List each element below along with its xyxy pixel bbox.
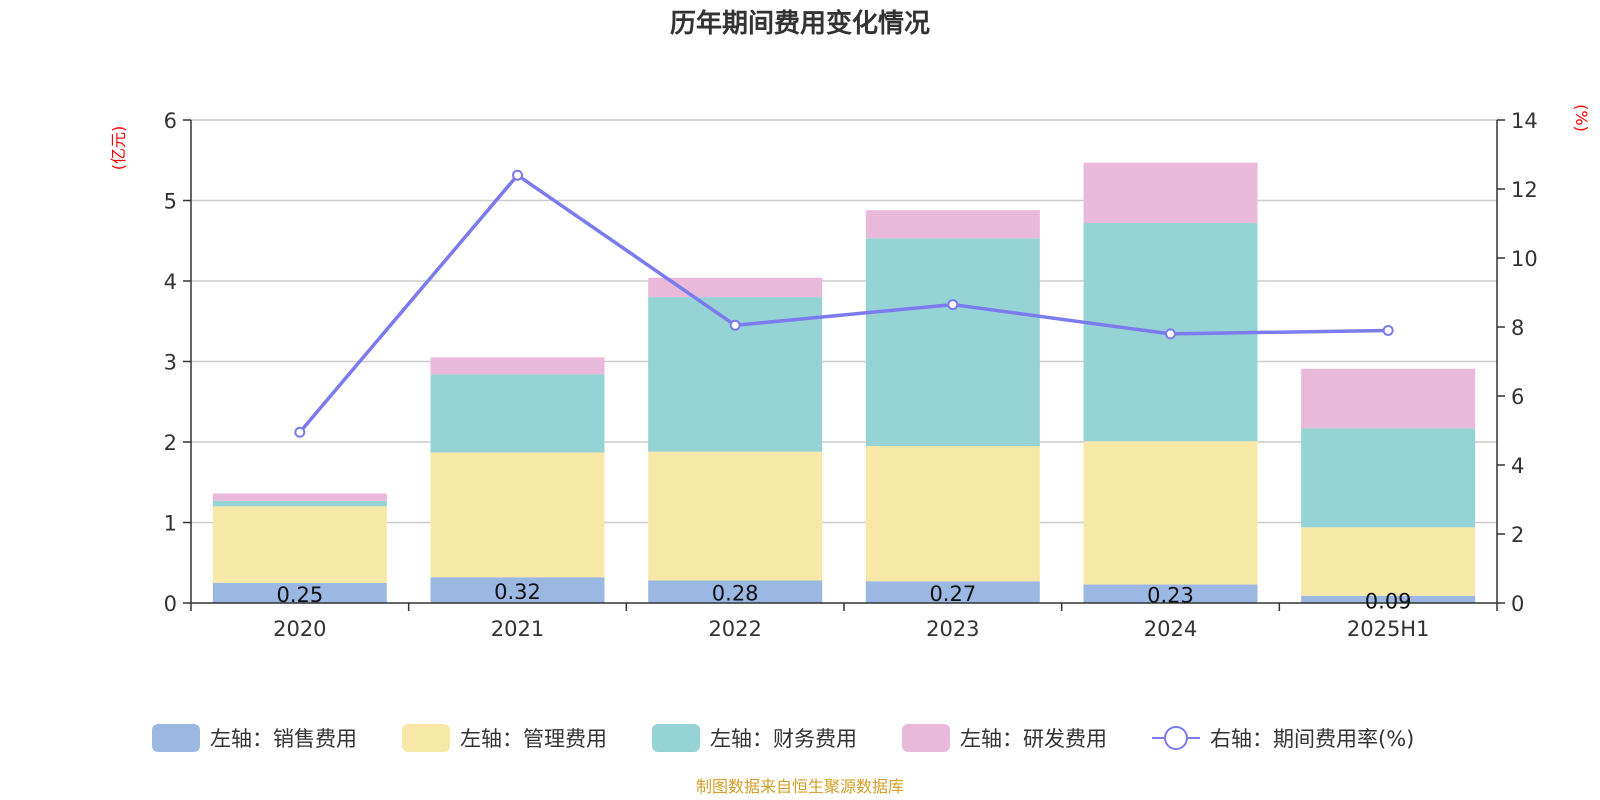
x-tick-label-2: 2022	[708, 617, 761, 641]
bar-2-2020	[212, 500, 387, 507]
legend-swatch-0	[152, 724, 200, 752]
legend-label-4: 右轴：期间费用率(%)	[1210, 727, 1414, 751]
grid	[191, 119, 1497, 524]
line-point-2025H1	[1382, 324, 1394, 336]
legend-item-4[interactable]: 右轴：期间费用率(%)	[1152, 726, 1414, 751]
legend-swatch-3	[902, 724, 950, 752]
legend-swatch-2	[652, 724, 700, 752]
chart-title: 历年期间费用变化情况	[670, 8, 930, 39]
bar-2-2023	[865, 238, 1040, 447]
line-series	[294, 169, 1394, 438]
bar-1-2023	[865, 446, 1040, 582]
line-point-2024	[1165, 328, 1176, 340]
legend-label-0: 左轴：销售费用	[210, 727, 357, 751]
y2-tick-label-0: 0	[1511, 592, 1524, 616]
y-tick-label-1: 1	[164, 512, 177, 536]
y-tick-label-5: 5	[164, 190, 177, 214]
bar-label-2023: 0.27	[929, 582, 976, 606]
legend-label-2: 左轴：财务费用	[710, 727, 857, 751]
bar-2-2021	[430, 374, 605, 453]
bars	[212, 162, 1476, 603]
bar-0-2022	[648, 580, 823, 603]
source-note: 制图数据来自恒生聚源数据库	[696, 777, 904, 796]
legend-swatch-1	[402, 724, 450, 752]
bar-label-2021: 0.32	[494, 580, 541, 604]
bar-0-2023	[865, 581, 1040, 603]
bar-1-2022	[648, 451, 823, 581]
x-tick-label-5: 2025H1	[1347, 617, 1430, 641]
bar-1-2021	[430, 452, 605, 578]
bar-1-2020	[212, 506, 387, 583]
legend-label-3: 左轴：研发费用	[960, 727, 1107, 751]
bar-label-2022: 0.28	[712, 582, 759, 606]
line-0	[298, 172, 1389, 434]
bar-1-2025H1	[1301, 527, 1476, 596]
bar-3-2021	[430, 357, 605, 375]
left-axis-unit: (亿元)	[109, 126, 128, 171]
bar-0-2020	[212, 582, 387, 603]
y2-tick-label-3: 6	[1511, 385, 1524, 409]
bar-0-2021	[430, 577, 605, 603]
line-point-2020	[294, 426, 306, 438]
right-axis-unit: (%)	[1572, 104, 1591, 132]
bar-3-2023	[865, 210, 1040, 239]
data-labels: 0.25 0.32 0.28 0.27 0.23 0.09	[276, 580, 1411, 613]
y-tick-label-4: 4	[164, 270, 177, 294]
bar-1-2024	[1083, 441, 1258, 585]
legend-marker-4	[1164, 726, 1188, 750]
y-tick-label-0: 0	[164, 592, 177, 616]
bar-3-2020	[212, 493, 387, 501]
legend: 左轴：销售费用 左轴：管理费用 左轴：财务费用 左轴：研发费用 右轴：期间费用率(%)	[152, 724, 1414, 752]
bar-label-2020: 0.25	[276, 583, 323, 607]
x-tick-label-1: 2021	[491, 617, 544, 641]
legend-item-2[interactable]: 左轴：财务费用	[652, 724, 857, 752]
bar-3-2024	[1083, 162, 1258, 224]
y-tick-label-3: 3	[164, 351, 177, 375]
bar-3-2022	[648, 277, 823, 298]
x-tick-label-4: 2024	[1144, 617, 1197, 641]
line-point-2023	[947, 299, 959, 311]
legend-item-1[interactable]: 左轴：管理费用	[402, 724, 607, 752]
line-point-2021	[512, 169, 523, 181]
bar-label-2025H1: 0.09	[1365, 589, 1412, 613]
line-point-2022	[729, 319, 741, 331]
legend-item-0[interactable]: 左轴：销售费用	[152, 724, 357, 752]
legend-item-3[interactable]: 左轴：研发费用	[902, 724, 1107, 752]
y2-tick-label-2: 4	[1511, 454, 1524, 478]
bar-label-2024: 0.23	[1147, 584, 1194, 608]
y2-tick-label-6: 12	[1511, 178, 1538, 202]
y2-tick-label-5: 10	[1511, 247, 1538, 271]
bar-0-2025H1	[1301, 595, 1476, 603]
x-tick-label-3: 2023	[926, 617, 979, 641]
y2-tick-label-7: 14	[1511, 109, 1538, 133]
y-tick-label-2: 2	[164, 431, 177, 455]
y2-tick-label-4: 8	[1511, 316, 1524, 340]
bar-3-2025H1	[1301, 368, 1476, 429]
legend-label-1: 左轴：管理费用	[460, 727, 607, 751]
bar-2-2025H1	[1301, 428, 1476, 528]
bar-0-2024	[1083, 584, 1258, 603]
y2-tick-label-1: 2	[1511, 523, 1524, 547]
y-tick-label-6: 6	[164, 109, 177, 133]
x-tick-label-0: 2020	[273, 617, 326, 641]
